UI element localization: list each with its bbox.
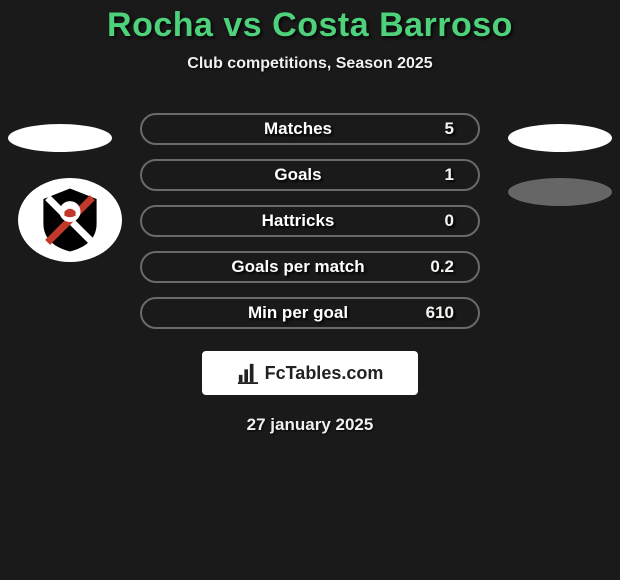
stat-value: 5 — [414, 119, 454, 139]
stat-row-goals-per-match: Goals per match 0.2 — [140, 251, 480, 283]
page-subtitle: Club competitions, Season 2025 — [187, 55, 432, 73]
stat-label: Goals per match — [142, 257, 414, 277]
stat-row-min-per-goal: Min per goal 610 — [140, 297, 480, 329]
stat-value: 0.2 — [414, 257, 454, 277]
stat-label: Min per goal — [142, 303, 414, 323]
stat-label: Matches — [142, 119, 414, 139]
snapshot-date: 27 january 2025 — [247, 415, 374, 435]
decor-ellipse-right-1 — [508, 124, 612, 152]
stat-row-hattricks: Hattricks 0 — [140, 205, 480, 237]
stat-label: Hattricks — [142, 211, 414, 231]
stat-row-matches: Matches 5 — [140, 113, 480, 145]
club-crest-icon — [35, 185, 105, 255]
page-title: Rocha vs Costa Barroso — [107, 6, 513, 45]
club-badge — [18, 178, 122, 262]
stat-row-goals: Goals 1 — [140, 159, 480, 191]
stat-label: Goals — [142, 165, 414, 185]
bar-chart-icon — [237, 362, 259, 384]
site-logo[interactable]: FcTables.com — [202, 351, 418, 395]
stat-value: 0 — [414, 211, 454, 231]
stat-value: 1 — [414, 165, 454, 185]
decor-ellipse-right-2 — [508, 178, 612, 206]
site-name: FcTables.com — [265, 363, 384, 384]
decor-ellipse-left — [8, 124, 112, 152]
stat-value: 610 — [414, 303, 454, 323]
